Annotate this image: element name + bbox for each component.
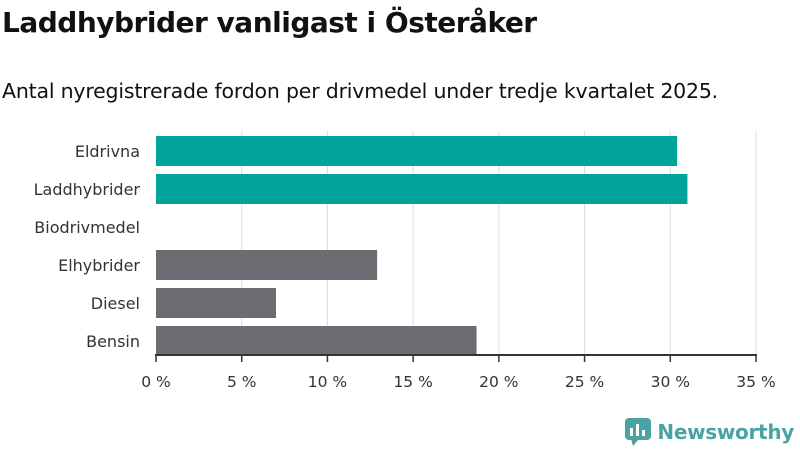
x-tick-label-15: 15 % [393,373,432,391]
brand-name: Newsworthy [657,420,794,444]
bar-laddhybrider [156,174,688,204]
category-label-elhybrider: Elhybrider [58,256,140,275]
x-tick-label-30: 30 % [651,373,690,391]
x-tick-label-5: 5 % [227,373,257,391]
chart-subtitle: Antal nyregistrerade fordon per drivmede… [2,79,719,103]
bar-eldrivna [156,136,678,166]
category-label-bensin: Bensin [86,332,140,351]
category-label-eldrivna: Eldrivna [75,142,140,161]
category-label-laddhybrider: Laddhybrider [34,180,141,199]
x-tick-label-10: 10 % [308,373,347,391]
x-tick-label-25: 25 % [565,373,604,391]
category-label-diesel: Diesel [91,294,140,313]
category-label-biodrivmedel: Biodrivmedel [34,218,140,237]
bar-elhybrider [156,250,378,280]
bar-diesel [156,288,276,318]
newsworthy-logo-icon [625,418,652,446]
x-tick-label-0: 0 % [141,373,171,391]
x-tick-label-20: 20 % [479,373,518,391]
brand-logo[interactable]: Newsworthy [625,418,794,446]
bar-bensin [156,326,477,356]
x-tick-label-35: 35 % [736,373,775,391]
chart-title: Laddhybrider vanligast i Österåker [2,6,537,39]
